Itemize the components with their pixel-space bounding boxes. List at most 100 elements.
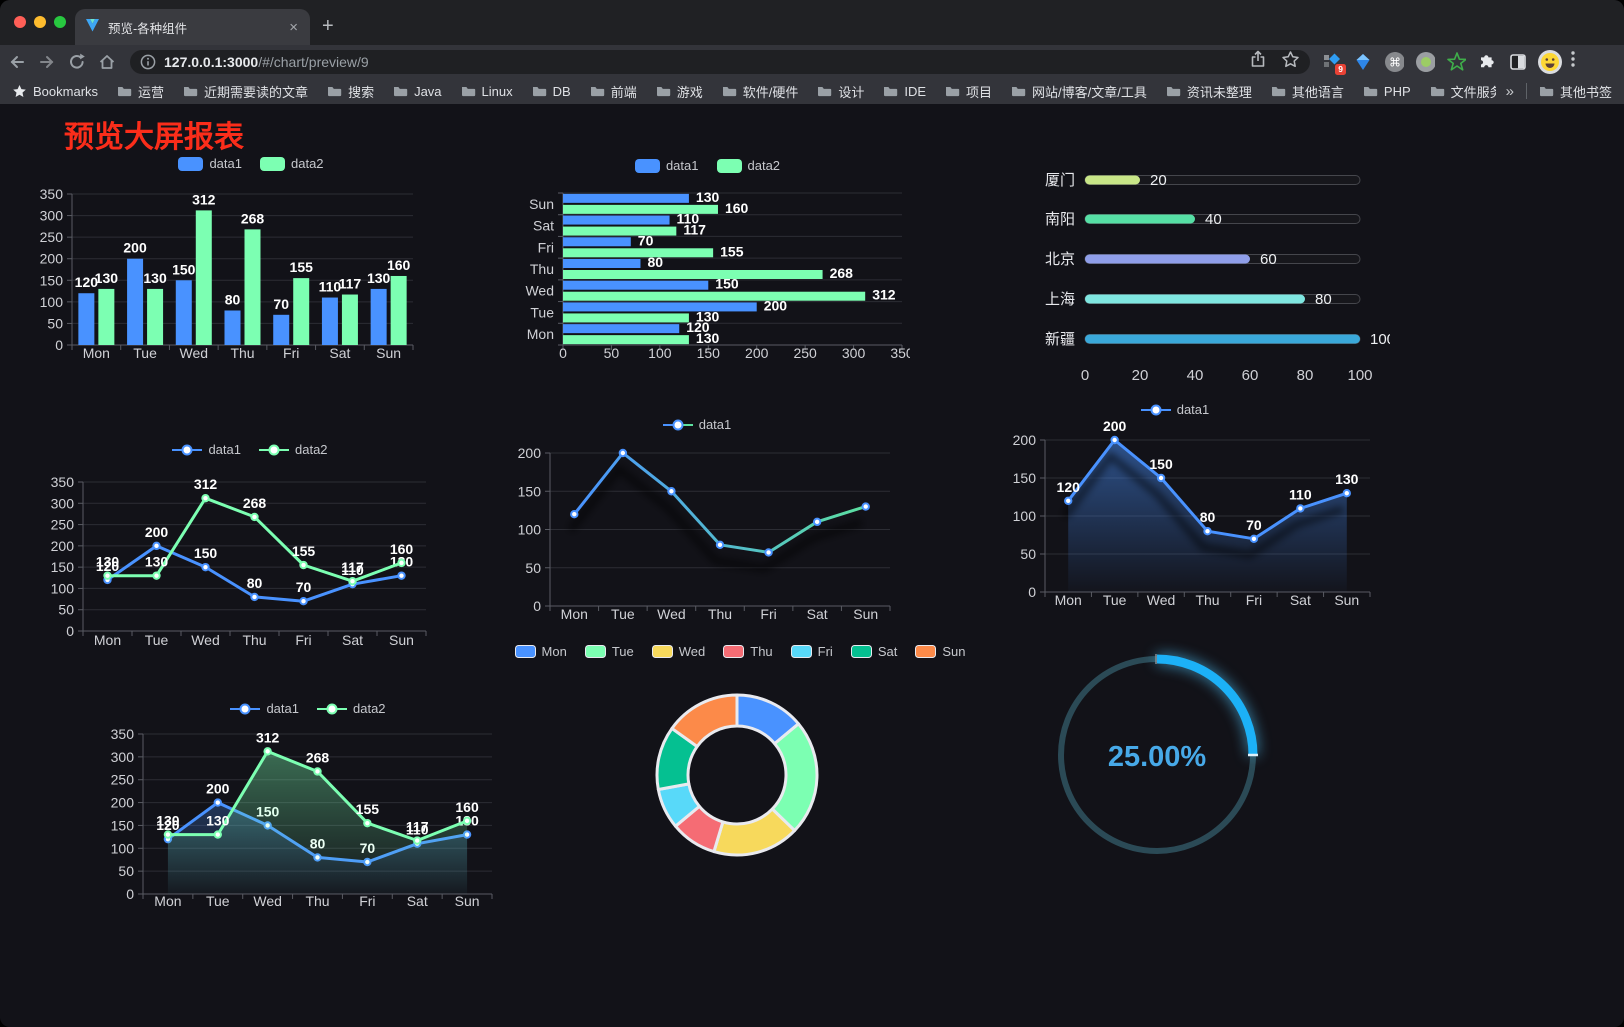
bookmark-folder[interactable]: 项目 <box>945 82 992 101</box>
svg-text:130: 130 <box>95 270 119 286</box>
bookmark-this-page-button[interactable] <box>1281 50 1300 74</box>
extension-record-button[interactable] <box>1415 51 1435 72</box>
legend-item-data1[interactable]: data1 <box>662 417 731 432</box>
window-controls <box>14 16 66 28</box>
svg-text:100: 100 <box>518 522 542 538</box>
svg-text:160: 160 <box>387 257 411 273</box>
bookmark-folder[interactable]: 搜索 <box>327 82 374 101</box>
bookmark-folder[interactable]: 其他语言 <box>1271 82 1344 101</box>
extensions-puzzle-button[interactable] <box>1477 52 1497 72</box>
new-tab-button[interactable]: + <box>322 15 334 37</box>
svg-text:0: 0 <box>66 623 74 639</box>
browser-titlebar: 预览-各种组件 × + <box>0 0 1624 45</box>
extension-gem-button[interactable] <box>1353 52 1373 72</box>
browser-menu-button[interactable] <box>1570 50 1576 73</box>
extension-grid-button[interactable]: 9 <box>1322 52 1346 75</box>
svg-text:新疆: 新疆 <box>1045 331 1075 348</box>
bookmark-folder[interactable]: PHP <box>1363 84 1411 99</box>
svg-text:200: 200 <box>123 240 147 256</box>
page-content: 预览大屏报表 data1 data2 0 50 100 150 200 250 300 350 Mo… <box>0 104 1624 1027</box>
svg-text:Tue: Tue <box>145 632 169 648</box>
legend-item-data2[interactable]: data2 <box>259 442 328 457</box>
other-bookmarks-button[interactable]: 其他书签 <box>1539 82 1612 101</box>
legend-swatch <box>790 645 812 658</box>
bookmark-folder[interactable]: 资讯未整理 <box>1166 82 1252 101</box>
legend-item-Mon[interactable]: Mon <box>514 644 567 659</box>
legend-item-data1[interactable]: data1 <box>230 701 299 716</box>
legend-item-Sun[interactable]: Sun <box>915 644 965 659</box>
donut-chart: Mon Tue Wed Thu Fri Sat Sun <box>514 633 965 885</box>
bookmark-folder[interactable]: 设计 <box>817 82 864 101</box>
forward-button[interactable] <box>34 49 60 75</box>
svg-text:80: 80 <box>1200 509 1216 525</box>
svg-text:100: 100 <box>1370 331 1390 348</box>
minimize-window-button[interactable] <box>34 16 46 28</box>
extension-darkmode-button[interactable] <box>1508 52 1528 72</box>
zoom-window-button[interactable] <box>54 16 66 28</box>
bookmarks-overflow-button[interactable]: » <box>1505 82 1514 100</box>
legend-item-data2[interactable]: data2 <box>260 156 324 171</box>
tab-close-button[interactable]: × <box>289 18 298 36</box>
svg-text:0: 0 <box>1081 367 1089 384</box>
legend-item-Wed[interactable]: Wed <box>651 644 705 659</box>
svg-text:200: 200 <box>764 297 788 313</box>
legend-item-Thu[interactable]: Thu <box>723 644 773 659</box>
bookmark-folder[interactable]: 前端 <box>590 82 637 101</box>
legend-item-Sat[interactable]: Sat <box>850 644 897 659</box>
area-line-chart: data1 0 50 100 150 200 Mon Tue Wed Thu Fri Sat Sun 12… <box>970 388 1380 616</box>
legend-item-data2[interactable]: data2 <box>317 701 386 716</box>
legend-item-Tue[interactable]: Tue <box>584 644 634 659</box>
legend-item-Fri[interactable]: Fri <box>790 644 833 659</box>
svg-text:150: 150 <box>1149 456 1173 472</box>
back-button[interactable] <box>4 49 30 75</box>
bookmark-folder[interactable]: Java <box>393 84 442 99</box>
info-icon <box>140 54 156 69</box>
bookmarks-star-item[interactable]: Bookmarks <box>12 84 98 99</box>
svg-text:80: 80 <box>647 254 663 270</box>
bookmark-folder[interactable]: 游戏 <box>656 82 703 101</box>
bookmark-folder[interactable]: 近期需要读的文章 <box>183 82 308 101</box>
legend-item-data1[interactable]: data1 <box>1140 402 1209 417</box>
legend-line-marker <box>662 419 693 430</box>
svg-text:北京: 北京 <box>1045 251 1075 268</box>
svg-text:Mon: Mon <box>561 606 588 622</box>
legend-item-data2[interactable]: data2 <box>716 158 780 173</box>
bookmark-folder[interactable]: 运营 <box>117 82 164 101</box>
svg-text:130: 130 <box>1335 471 1359 487</box>
close-window-button[interactable] <box>14 16 26 28</box>
share-button[interactable] <box>1249 49 1267 74</box>
legend-item-data1[interactable]: data1 <box>634 158 699 173</box>
browser-tab[interactable]: 预览-各种组件 × <box>75 9 310 45</box>
legend-swatch <box>915 645 937 658</box>
svg-text:50: 50 <box>118 863 134 879</box>
reload-button[interactable] <box>64 49 90 75</box>
bookmark-folder[interactable]: 网站/博客/文章/工具 <box>1011 82 1147 101</box>
svg-text:120: 120 <box>75 274 99 290</box>
svg-text:200: 200 <box>51 538 75 554</box>
extension-command-button[interactable]: ⌘ <box>1384 51 1404 72</box>
bookmark-folder[interactable]: 软件/硬件 <box>722 82 798 101</box>
bookmark-folder[interactable]: DB <box>532 84 571 99</box>
kebab-menu-icon <box>1571 51 1575 67</box>
command-icon: ⌘ <box>1385 51 1404 72</box>
two-series-line-chart: data1 data2 0 50 100 150 200 250 300 350 Mon Tue Wed… <box>40 428 460 658</box>
extension-xdebug-button[interactable] <box>1446 51 1466 72</box>
svg-text:Sun: Sun <box>1334 592 1359 608</box>
bookmark-folder[interactable]: IDE <box>883 84 926 99</box>
svg-text:Thu: Thu <box>1195 592 1219 608</box>
svg-text:120: 120 <box>156 817 180 833</box>
bookmark-folder[interactable]: Linux <box>461 84 513 99</box>
svg-text:130: 130 <box>367 270 391 286</box>
home-button[interactable] <box>94 49 120 75</box>
svg-text:312: 312 <box>256 729 280 745</box>
svg-text:0: 0 <box>559 345 567 361</box>
profile-avatar[interactable] <box>1538 49 1562 74</box>
svg-text:上海: 上海 <box>1045 291 1075 308</box>
legend-item-data1[interactable]: data1 <box>172 442 241 457</box>
bookmark-folder[interactable]: 文件服务器 <box>1430 82 1496 101</box>
address-bar[interactable]: 127.0.0.1:3000/#/chart/preview/9 <box>130 49 1310 74</box>
legend-item-data1[interactable]: data1 <box>178 156 242 171</box>
svg-text:Wed: Wed <box>525 283 554 299</box>
svg-text:268: 268 <box>243 495 267 511</box>
svg-text:Fri: Fri <box>295 632 311 648</box>
